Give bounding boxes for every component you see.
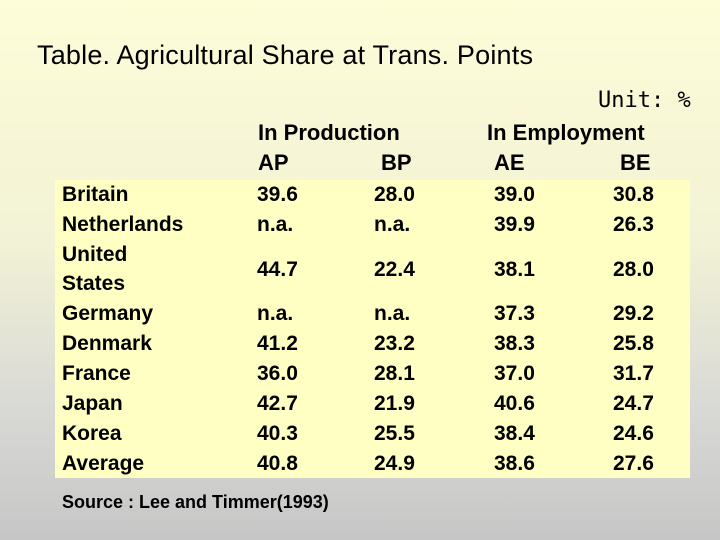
cell-ap: 41.2	[257, 332, 298, 355]
cell-ae: 37.0	[494, 362, 535, 385]
cell-bp: 25.5	[374, 422, 415, 445]
cell-ae: 38.1	[494, 258, 535, 281]
cell-be: 26.3	[613, 213, 654, 236]
source-note: Source : Lee and Timmer(1993)	[62, 492, 329, 512]
cell-ae: 40.6	[494, 392, 535, 415]
cell-ap: 36.0	[257, 362, 298, 385]
column-header-bp: BP	[381, 150, 412, 175]
cell-ae: 39.9	[494, 213, 535, 236]
cell-bp: 22.4	[374, 258, 415, 281]
column-header-ap: AP	[258, 150, 289, 175]
cell-ae: 38.6	[494, 452, 535, 475]
column-header-ae: AE	[494, 150, 525, 175]
slide-title: Table. Agricultural Share at Trans. Poin…	[37, 40, 534, 70]
row-country: France	[62, 362, 131, 385]
cell-ae: 38.3	[494, 332, 535, 355]
cell-ap: 40.8	[257, 452, 298, 475]
row-country: Average	[62, 452, 145, 475]
cell-be: 31.7	[613, 362, 654, 385]
cell-be: 29.2	[613, 302, 654, 325]
header-in-production: In Production	[258, 120, 400, 145]
cell-bp: 28.0	[374, 183, 415, 206]
cell-ae: 39.0	[494, 183, 535, 206]
cell-ae: 38.4	[494, 422, 535, 445]
row-country: Netherlands	[62, 213, 184, 236]
cell-ae: 37.3	[494, 302, 535, 325]
row-country: Denmark	[62, 332, 152, 355]
cell-ap: 44.7	[257, 258, 298, 281]
cell-ap: n.a.	[257, 302, 294, 325]
row-country-line1: United	[62, 243, 128, 266]
cell-be: 25.8	[613, 332, 654, 355]
table-background	[55, 180, 690, 478]
cell-ap: 42.7	[257, 392, 298, 415]
cell-be: 28.0	[613, 258, 654, 281]
unit-label: Unit: %	[598, 88, 691, 113]
column-header-be: BE	[620, 150, 651, 175]
cell-bp: 24.9	[374, 452, 415, 475]
cell-bp: n.a.	[374, 213, 411, 236]
cell-be: 30.8	[613, 183, 654, 206]
cell-ap: 40.3	[257, 422, 298, 445]
row-country-line2: States	[62, 272, 126, 295]
cell-bp: 28.1	[374, 362, 415, 385]
cell-bp: 23.2	[374, 332, 415, 355]
row-country: Japan	[62, 392, 123, 415]
cell-be: 24.6	[613, 422, 654, 445]
cell-be: 27.6	[613, 452, 654, 475]
row-country: Korea	[62, 422, 122, 445]
row-country: Germany	[62, 302, 154, 325]
header-in-employment: In Employment	[487, 120, 645, 145]
row-country: Britain	[62, 183, 129, 206]
cell-ap: n.a.	[257, 213, 294, 236]
cell-bp: 21.9	[374, 392, 415, 415]
cell-ap: 39.6	[257, 183, 298, 206]
cell-be: 24.7	[613, 392, 654, 415]
cell-bp: n.a.	[374, 302, 411, 325]
